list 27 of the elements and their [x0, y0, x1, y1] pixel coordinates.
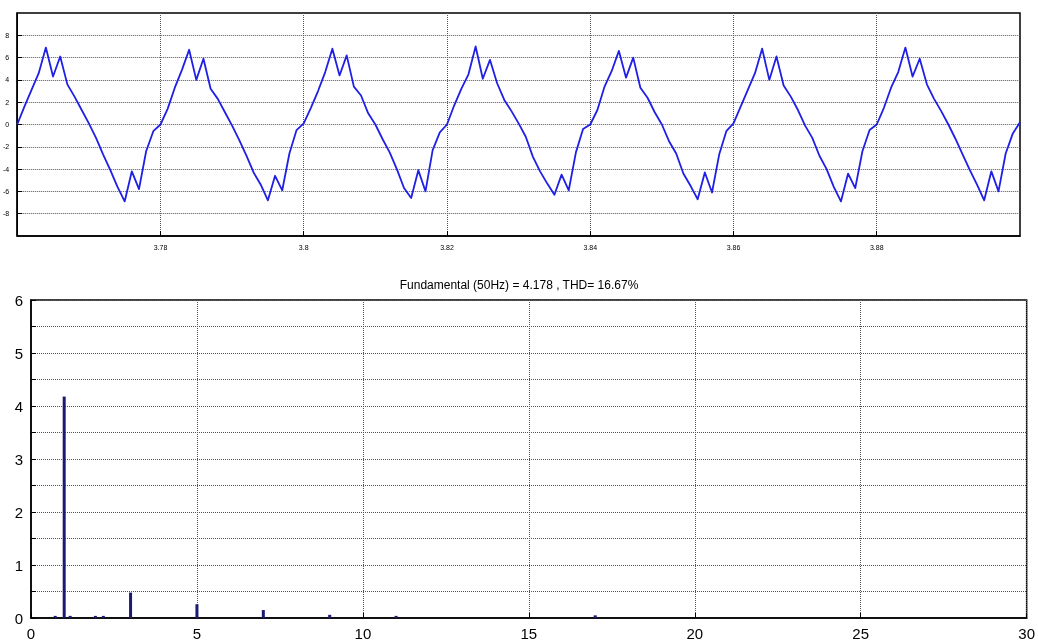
x-tick-label: 15 — [520, 625, 538, 642]
line-series — [16, 45, 1021, 203]
y-tick-label: 2 — [14, 503, 23, 521]
bar — [328, 614, 332, 618]
bar — [53, 615, 57, 618]
bar — [195, 604, 199, 618]
y-tick-label: 6 — [14, 291, 23, 309]
x-tick-label: 5 — [192, 625, 202, 642]
y-tick-label: 0 — [14, 609, 23, 627]
y-tick-label: 3 — [14, 450, 23, 468]
bar — [101, 615, 105, 618]
x-tick-label: 20 — [686, 625, 704, 642]
bar — [129, 592, 133, 618]
x-tick-label: 0 — [26, 625, 36, 642]
y-tick-label: 1 — [14, 556, 23, 574]
y-tick-label: 5 — [14, 344, 23, 362]
x-tick-label: 30 — [1018, 625, 1035, 642]
x-tick-label: 10 — [354, 625, 372, 642]
bar — [62, 396, 66, 618]
bar — [93, 615, 97, 618]
bar — [394, 615, 398, 618]
bar — [261, 610, 265, 618]
y-tick-label: 4 — [14, 397, 23, 415]
bar — [593, 615, 597, 618]
bar — [68, 615, 72, 618]
chart-title: Fundamental (50Hz) = 4.178 , THD= 16.67% — [399, 278, 639, 292]
x-tick-label: 25 — [852, 625, 870, 642]
